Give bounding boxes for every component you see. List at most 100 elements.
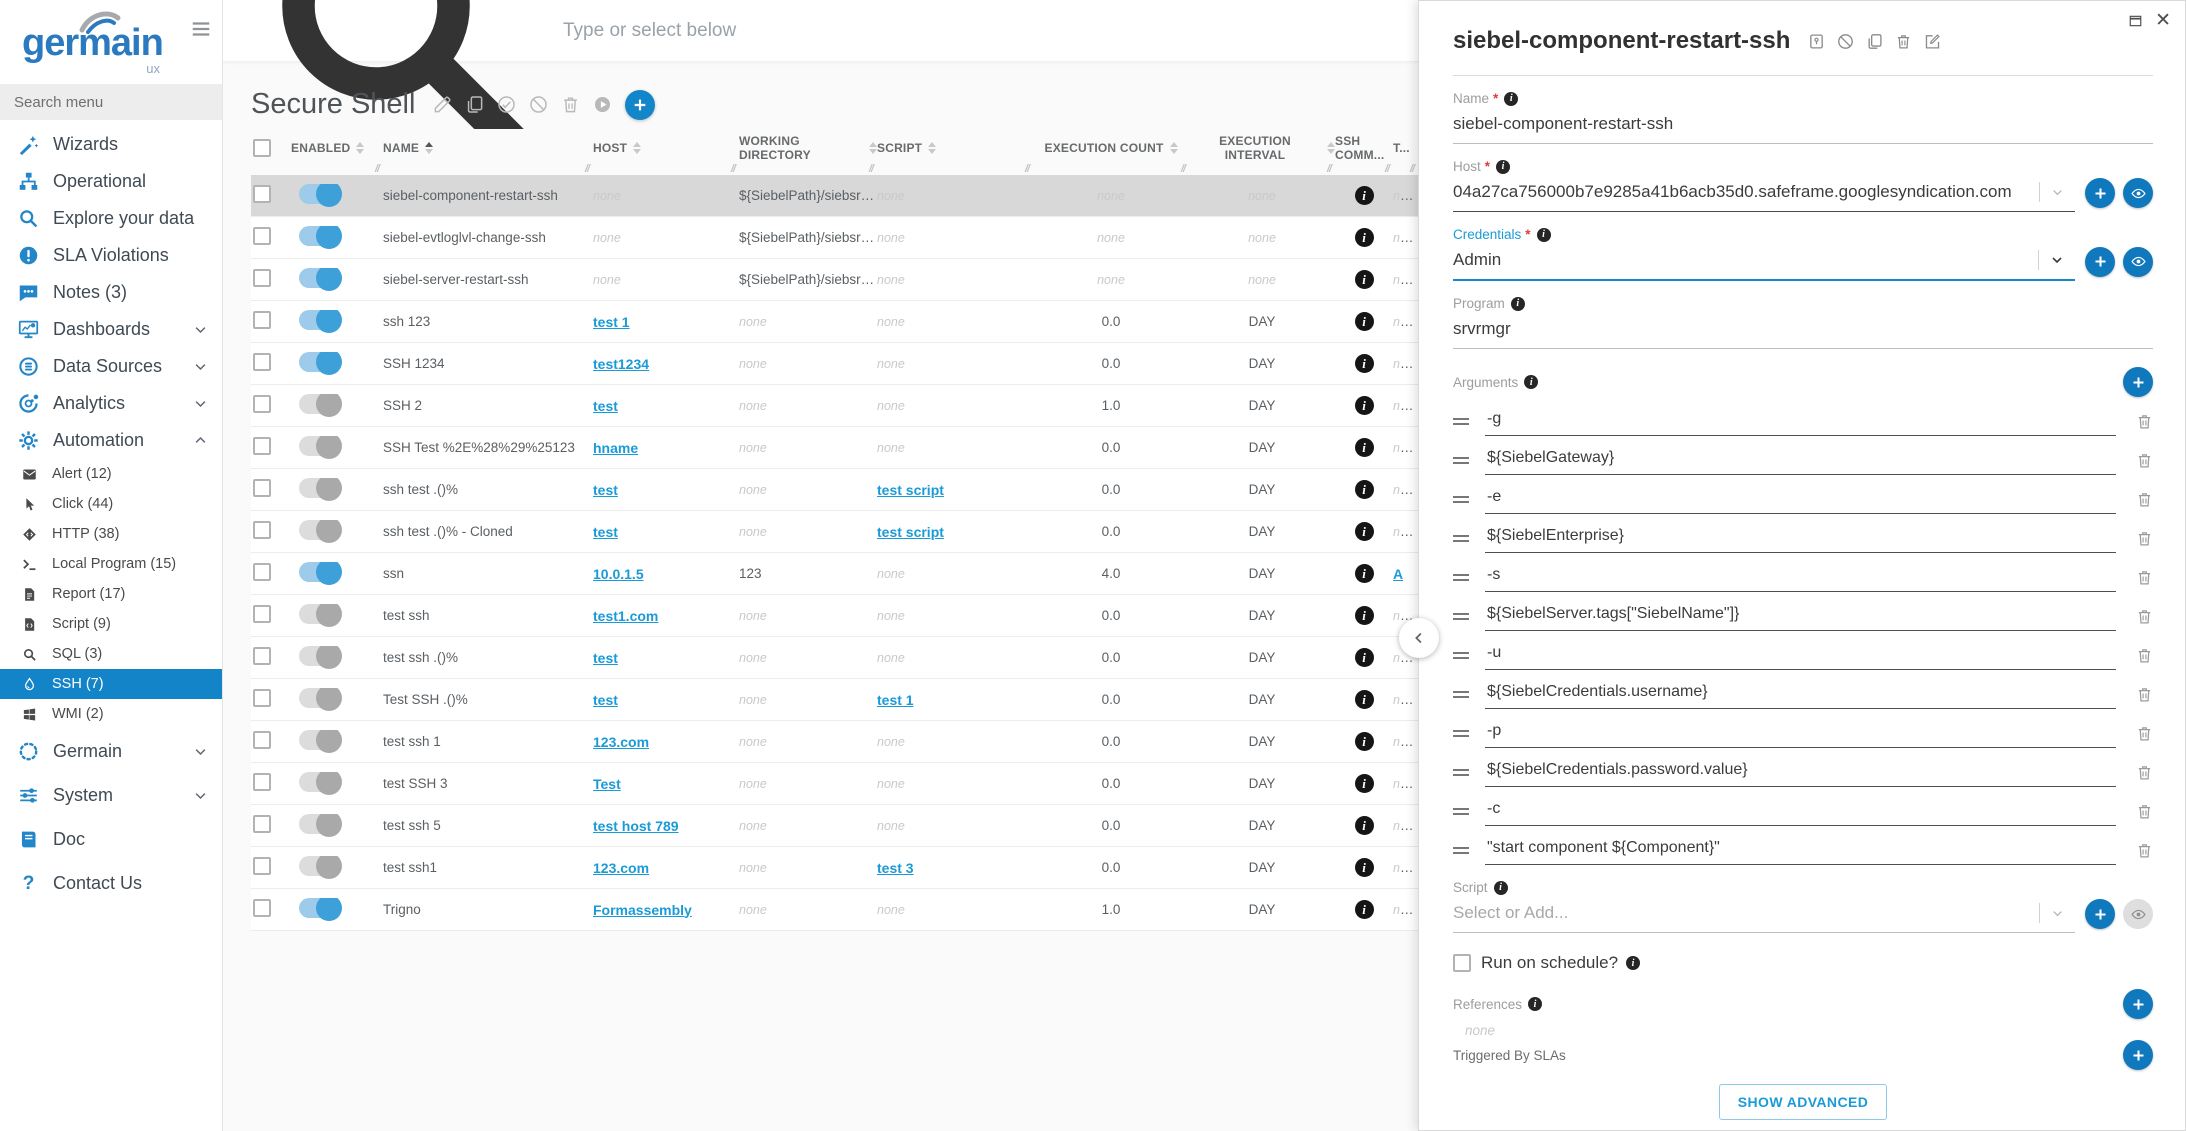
table-row[interactable]: SSH 2 test none none 1.0 DAY i none	[251, 385, 1418, 427]
row-checkbox[interactable]	[253, 605, 271, 623]
disable-icon[interactable]	[529, 95, 548, 114]
info-icon[interactable]: i	[1354, 690, 1374, 709]
row-host-link[interactable]: test1.com	[593, 607, 659, 624]
enabled-toggle[interactable]	[299, 604, 342, 627]
row-checkbox[interactable]	[253, 647, 271, 665]
row-t-value[interactable]: none	[1393, 483, 1418, 497]
enabled-toggle[interactable]	[299, 814, 342, 837]
enabled-toggle[interactable]	[299, 688, 342, 711]
credentials-field[interactable]: Admin	[1453, 250, 1502, 269]
sort-host[interactable]	[633, 142, 642, 154]
enabled-toggle[interactable]	[299, 352, 342, 375]
info-icon[interactable]: i	[1354, 312, 1374, 331]
add-reference-button[interactable]	[2123, 989, 2153, 1019]
delete-argument-icon[interactable]	[2136, 491, 2153, 508]
enabled-toggle[interactable]	[299, 310, 342, 333]
copy-icon[interactable]	[465, 95, 484, 114]
table-row[interactable]: ssh test .()% - Cloned test none test sc…	[251, 511, 1418, 553]
row-script-link[interactable]: none	[877, 273, 905, 287]
delete-argument-icon[interactable]	[2136, 686, 2153, 703]
argument-input[interactable]: ${SiebelServer.tags["SiebelName"]}	[1485, 601, 2116, 631]
script-dropdown[interactable]	[2039, 903, 2075, 923]
program-field[interactable]: srvrmgr	[1453, 319, 1511, 338]
row-script-link[interactable]: none	[877, 231, 905, 245]
enabled-toggle[interactable]	[299, 394, 342, 417]
row-script-link[interactable]: none	[877, 651, 905, 665]
host-dropdown[interactable]	[2039, 182, 2075, 202]
row-script-link[interactable]: test script	[877, 481, 944, 498]
germain-logo[interactable]: germain ux	[14, 8, 174, 76]
info-icon[interactable]: i	[1354, 480, 1374, 499]
row-host-link[interactable]: test host 789	[593, 817, 679, 834]
row-host-link[interactable]: none	[593, 189, 621, 203]
sidebar-item[interactable]: Data Sources	[0, 348, 222, 385]
sidebar-subitem[interactable]: Alert (12)	[0, 459, 222, 489]
row-t-value[interactable]: A	[1393, 565, 1404, 582]
row-checkbox[interactable]	[253, 857, 271, 875]
row-script-link[interactable]: none	[877, 357, 905, 371]
drag-handle-icon[interactable]	[1453, 729, 1469, 737]
table-row[interactable]: Trigno Formassembly none none 1.0 DAY i …	[251, 889, 1418, 931]
sort-execution-interval[interactable]	[1327, 142, 1335, 154]
row-host-link[interactable]: test	[593, 691, 618, 708]
row-host-link[interactable]: none	[593, 231, 621, 245]
approve-icon[interactable]	[497, 95, 516, 114]
host-field[interactable]: 04a27ca756000b7e9285a41b6acb35d0.safefra…	[1453, 182, 2012, 201]
table-row[interactable]: ssh 123 test 1 none none 0.0 DAY i none	[251, 301, 1418, 343]
drag-handle-icon[interactable]	[1453, 417, 1469, 425]
row-t-value[interactable]: none	[1393, 861, 1418, 875]
drag-handle-icon[interactable]	[1453, 495, 1469, 503]
row-host-link[interactable]: hname	[593, 439, 639, 456]
row-host-link[interactable]: none	[593, 273, 621, 287]
info-icon[interactable]: i	[1354, 900, 1374, 919]
row-script-link[interactable]: none	[877, 441, 905, 455]
sidebar-item[interactable]: System	[0, 773, 222, 817]
info-icon[interactable]: i	[1354, 858, 1374, 877]
row-host-link[interactable]: test	[593, 481, 618, 498]
view-credentials-button[interactable]	[2123, 246, 2153, 277]
sidebar-subitem[interactable]: WMI (2)	[0, 699, 222, 729]
row-checkbox[interactable]	[253, 731, 271, 749]
row-host-link[interactable]: test	[593, 523, 618, 540]
name-field[interactable]: siebel-component-restart-ssh	[1453, 114, 1674, 133]
sidebar-item[interactable]: SLA Violations	[0, 237, 222, 274]
delete-argument-icon[interactable]	[2136, 413, 2153, 430]
add-host-button[interactable]	[2085, 178, 2115, 208]
row-script-link[interactable]: none	[877, 777, 905, 791]
enabled-toggle[interactable]	[299, 646, 342, 669]
row-host-link[interactable]: 10.0.1.5	[593, 565, 644, 582]
table-row[interactable]: ssh test .()% test none test script 0.0 …	[251, 469, 1418, 511]
table-row[interactable]: test SSH 3 Test none none 0.0 DAY i none	[251, 763, 1418, 805]
row-checkbox[interactable]	[253, 521, 271, 539]
add-script-button[interactable]	[2085, 899, 2115, 929]
argument-input[interactable]: -g	[1485, 406, 2116, 436]
info-icon[interactable]: i	[1354, 648, 1374, 667]
sidebar-subitem[interactable]: Report (17)	[0, 579, 222, 609]
sidebar-item[interactable]: Dashboards	[0, 311, 222, 348]
delete-argument-icon[interactable]	[2136, 452, 2153, 469]
row-t-value[interactable]: none	[1393, 441, 1418, 455]
argument-input[interactable]: ${SiebelGateway}	[1485, 445, 2116, 475]
row-t-value[interactable]: none	[1393, 525, 1418, 539]
row-checkbox[interactable]	[253, 773, 271, 791]
sidebar-search-input[interactable]	[0, 84, 222, 120]
enabled-toggle[interactable]	[299, 562, 342, 585]
row-host-link[interactable]: test	[593, 397, 618, 414]
row-t-value[interactable]: none	[1393, 189, 1418, 203]
collapse-panel-button[interactable]	[1399, 618, 1439, 658]
drag-handle-icon[interactable]	[1453, 456, 1469, 464]
row-checkbox[interactable]	[253, 185, 271, 203]
delete-argument-icon[interactable]	[2136, 764, 2153, 781]
view-host-button[interactable]	[2123, 178, 2153, 208]
row-script-link[interactable]: none	[877, 903, 905, 917]
enabled-toggle[interactable]	[299, 856, 342, 879]
show-advanced-button[interactable]: SHOW ADVANCED	[1718, 1084, 1888, 1120]
sort-name[interactable]	[425, 142, 434, 154]
sort-script[interactable]	[928, 142, 937, 154]
script-field[interactable]: Select or Add...	[1453, 903, 1569, 922]
table-row[interactable]: test ssh 1 123.com none none 0.0 DAY i n…	[251, 721, 1418, 763]
info-icon[interactable]: i	[1354, 354, 1374, 373]
hamburger-menu-icon[interactable]	[190, 18, 212, 45]
run-on-schedule-checkbox[interactable]	[1453, 954, 1471, 972]
sidebar-item[interactable]: Automation	[0, 422, 222, 459]
